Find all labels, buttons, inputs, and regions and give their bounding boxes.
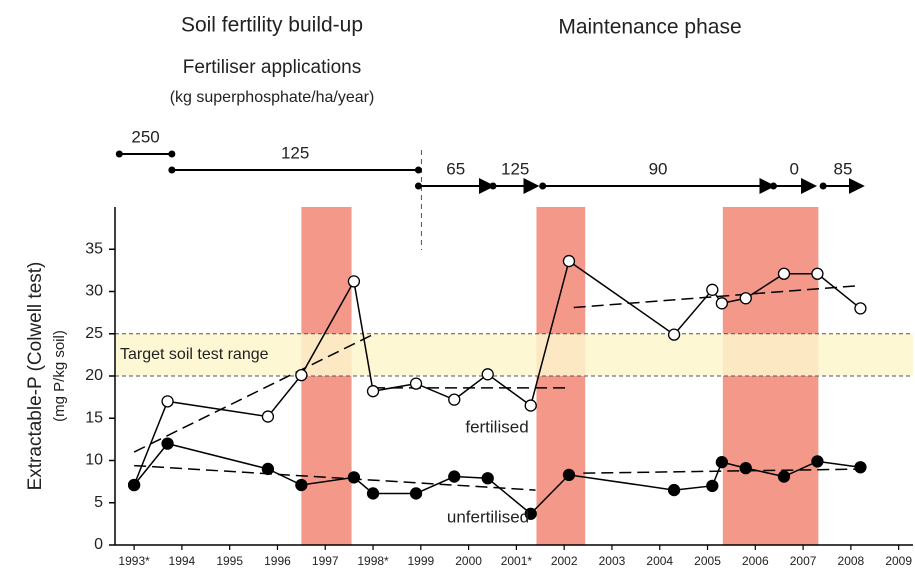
point — [739, 292, 752, 305]
x-tick-label: 2006 — [742, 554, 769, 568]
point — [667, 328, 681, 341]
application-rate: 0 — [790, 159, 799, 178]
point — [261, 410, 275, 423]
y-axis-unit: (mg P/kg soil) — [51, 330, 68, 422]
x-tick-label: 2009 — [885, 554, 912, 568]
x-tick-label: 2007 — [790, 554, 817, 568]
x-tick-label: 1996 — [264, 554, 291, 568]
trend-line — [583, 468, 871, 474]
point — [366, 385, 380, 398]
point — [481, 368, 494, 381]
application-rate: 250 — [131, 127, 159, 146]
trend-line — [573, 284, 861, 309]
point — [161, 395, 174, 408]
point — [347, 471, 361, 484]
x-tick-label: 2001* — [501, 554, 533, 568]
application-start — [115, 150, 123, 158]
x-tick-label: 1995 — [216, 554, 243, 568]
application-start — [819, 182, 827, 190]
y-tick-label: 30 — [85, 283, 103, 300]
x-tick-label: 2000 — [455, 554, 482, 568]
point — [366, 487, 380, 500]
y-tick-label: 15 — [85, 409, 103, 426]
application-start — [769, 182, 777, 190]
y-tick-label: 25 — [85, 325, 103, 342]
point — [295, 478, 308, 492]
point — [811, 267, 824, 280]
application-start — [539, 182, 547, 190]
point — [295, 369, 308, 382]
y-tick-label: 0 — [94, 536, 103, 553]
target-band — [115, 333, 913, 376]
point — [161, 437, 174, 450]
series-label: fertilised — [465, 417, 528, 436]
phase-title: Maintenance phase — [558, 16, 741, 39]
phase-title: Soil fertility build-up — [181, 14, 363, 37]
point — [715, 456, 729, 469]
y-tick-label: 10 — [85, 452, 103, 469]
series-label: unfertilised — [447, 507, 529, 526]
application-start — [489, 182, 497, 190]
x-tick-label: 1999 — [407, 554, 434, 568]
application-rate: 90 — [649, 159, 668, 178]
point — [562, 468, 576, 482]
x-tick-label: 2003 — [599, 554, 626, 568]
point — [739, 461, 752, 475]
x-tick-label: 2004 — [646, 554, 673, 568]
x-tick-label: 1993* — [118, 554, 150, 568]
applications-unit: (kg superphosphate/ha/year) — [170, 89, 375, 106]
application-end — [414, 166, 422, 174]
application-rate: 125 — [501, 159, 529, 178]
application-end — [168, 150, 176, 158]
trend-line — [134, 464, 536, 491]
point — [409, 377, 423, 390]
x-tick-label: 1997 — [312, 554, 339, 568]
series-line — [133, 442, 861, 515]
point — [811, 455, 824, 468]
point — [409, 487, 423, 500]
point — [777, 470, 791, 483]
point — [854, 461, 867, 474]
application-rate: 85 — [834, 159, 853, 178]
application-rate: 125 — [281, 143, 309, 162]
point — [347, 275, 361, 288]
point — [524, 399, 537, 412]
x-tick-label: 2002 — [551, 554, 578, 568]
x-tick-label: 2008 — [838, 554, 865, 568]
point — [715, 297, 729, 310]
application-rate: 65 — [446, 159, 465, 178]
point — [448, 393, 461, 406]
applications-title: Fertiliser applications — [183, 57, 361, 78]
point — [448, 470, 461, 483]
application-start — [168, 166, 176, 174]
point — [524, 507, 537, 520]
point — [777, 267, 791, 280]
point — [261, 462, 275, 476]
target-label: Target soil test range — [120, 346, 269, 363]
y-tick-label: 35 — [85, 240, 103, 257]
x-tick-label: 1998* — [357, 554, 389, 568]
series-line — [133, 259, 861, 486]
point — [667, 483, 681, 497]
point — [562, 254, 576, 268]
point — [127, 478, 141, 492]
point — [706, 479, 719, 493]
x-tick-label: 1994 — [169, 554, 196, 568]
y-axis-label: Extractable-P (Colwell test) — [25, 262, 46, 491]
point — [854, 302, 867, 315]
x-tick-label: 2005 — [694, 554, 721, 568]
trend-line — [133, 334, 372, 453]
point — [481, 472, 494, 485]
point — [706, 283, 719, 296]
y-tick-label: 20 — [85, 367, 103, 384]
y-tick-label: 5 — [94, 494, 103, 511]
application-start — [414, 182, 422, 190]
